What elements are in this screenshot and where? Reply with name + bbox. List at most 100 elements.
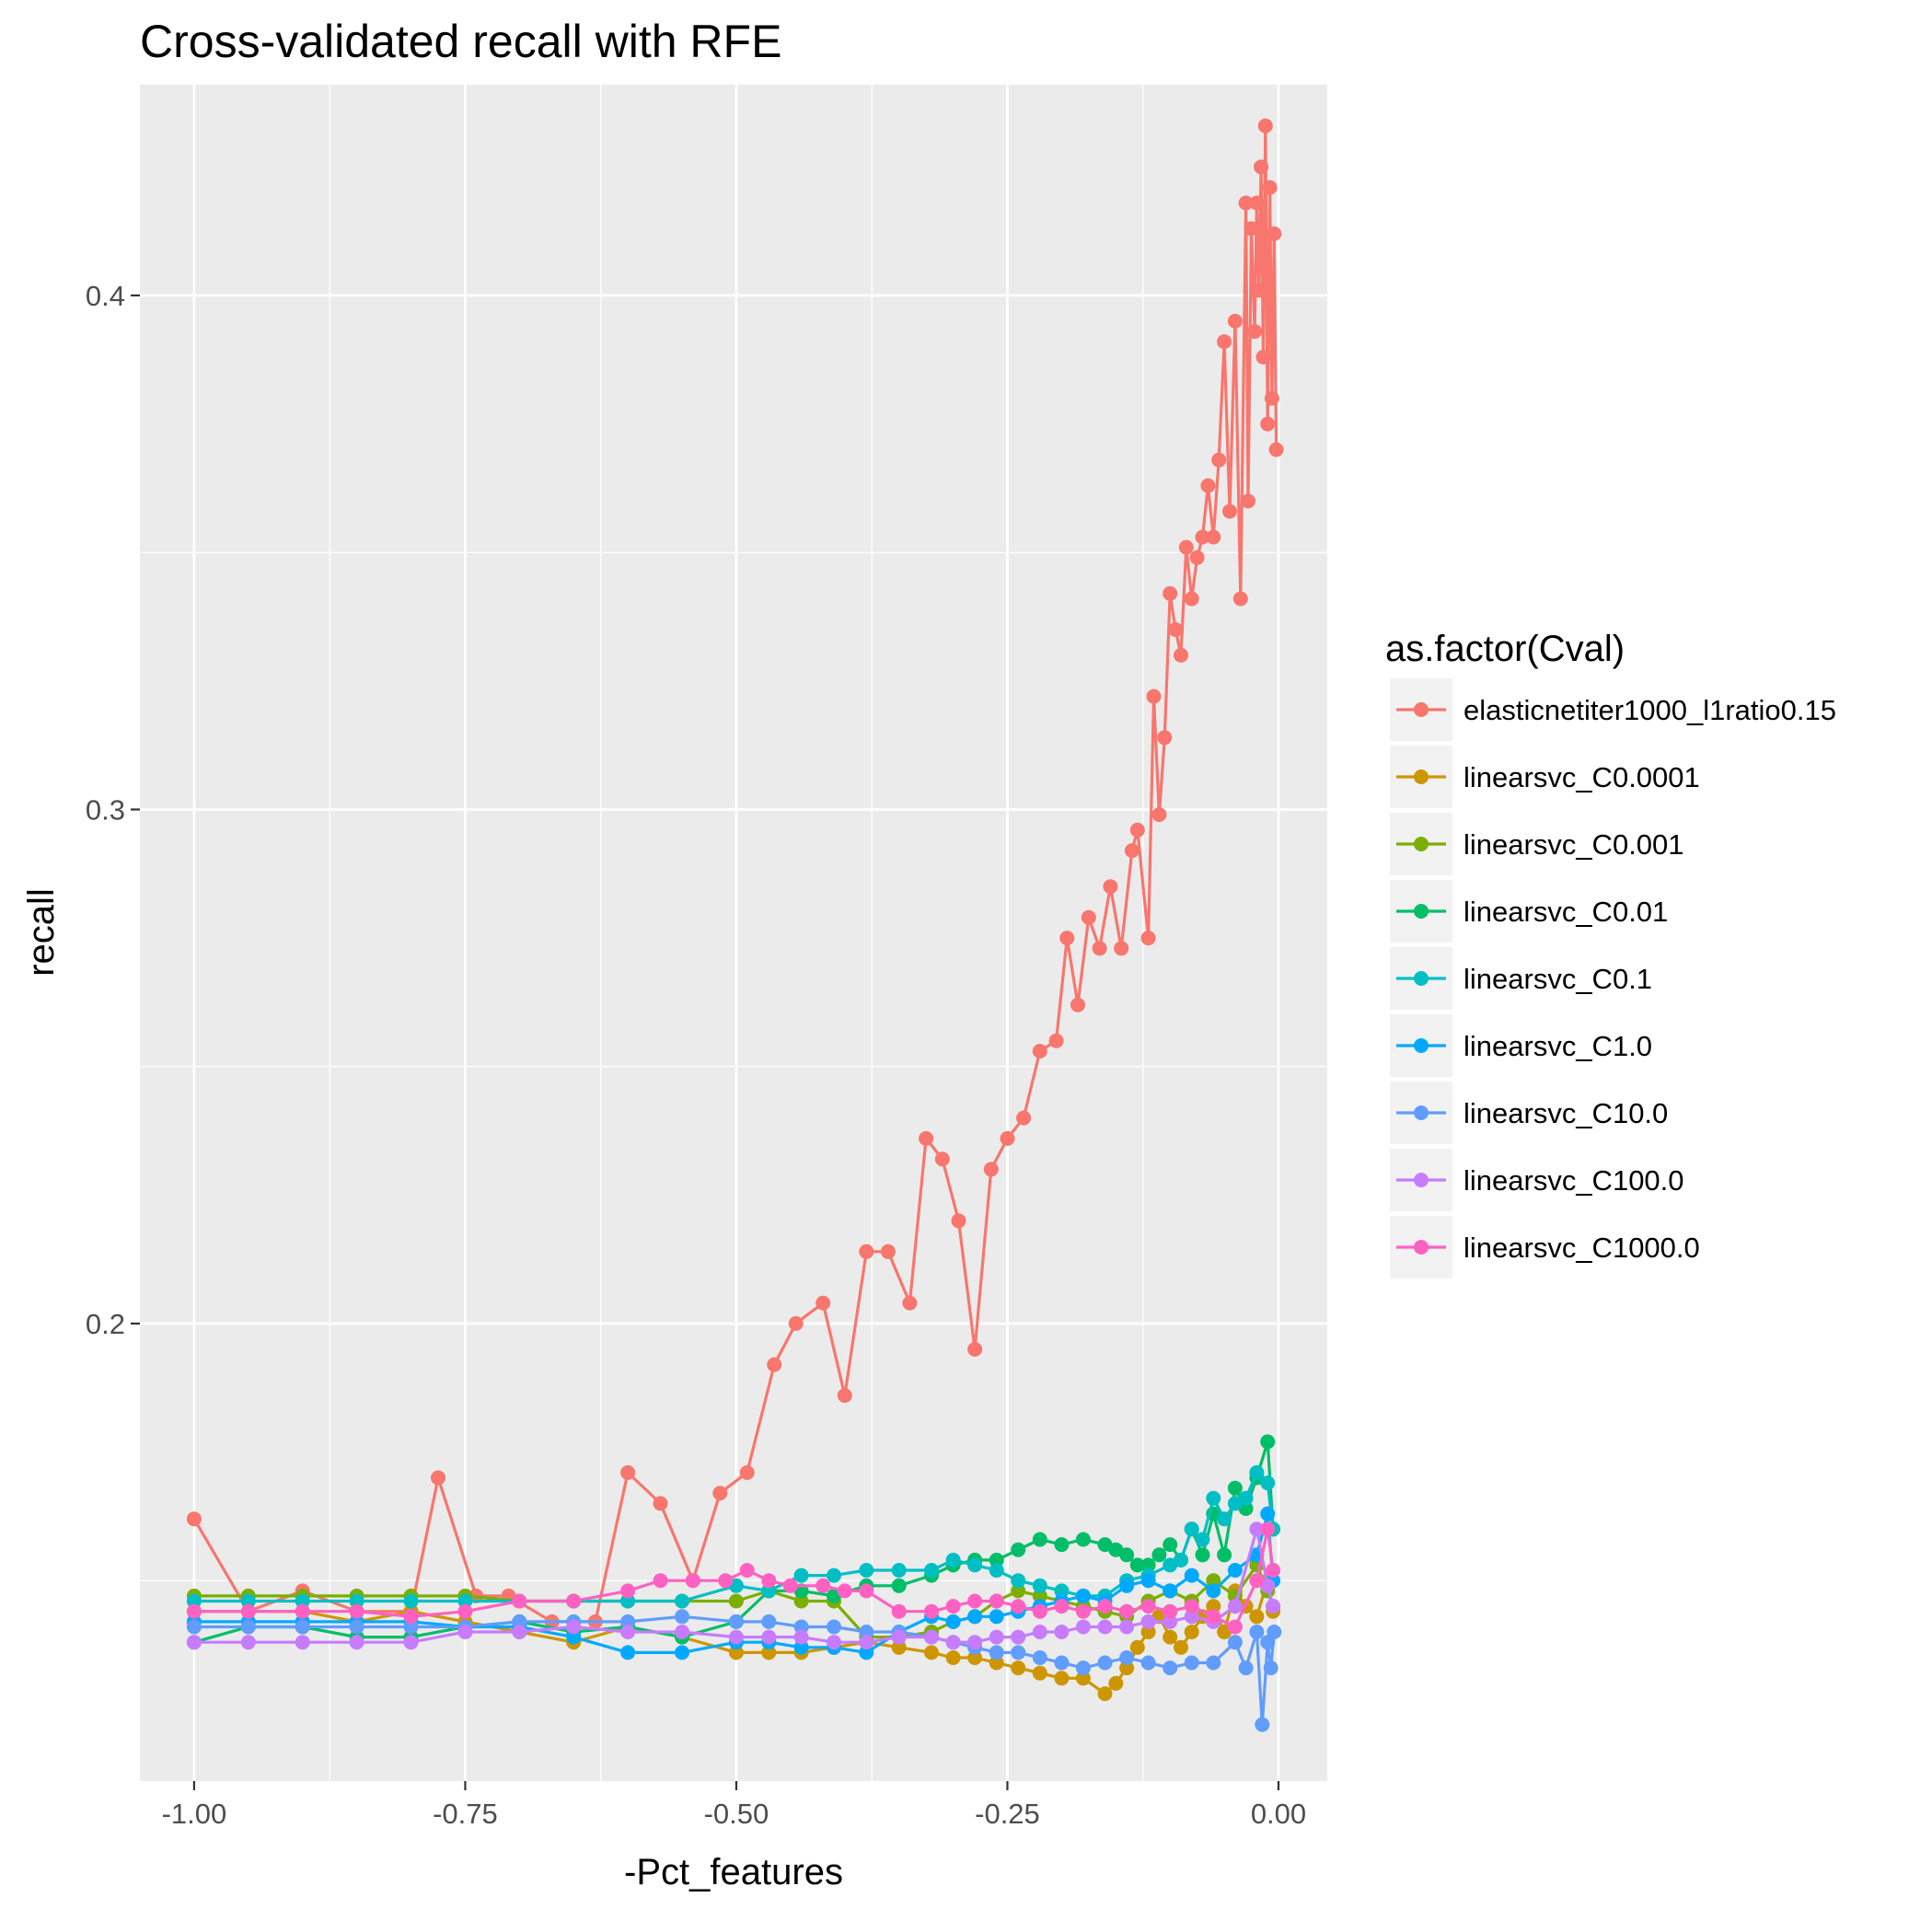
data-point (1163, 1614, 1178, 1629)
legend-item: linearsvc_C0.0001 (1390, 746, 1700, 808)
data-point (1097, 1655, 1113, 1671)
data-point (1151, 807, 1167, 822)
x-tick-label: -0.25 (975, 1798, 1040, 1830)
data-point (1081, 909, 1096, 925)
data-point (1222, 503, 1237, 519)
data-point (1255, 350, 1271, 364)
data-point (675, 1593, 689, 1609)
data-point (1211, 452, 1227, 468)
data-point (891, 1603, 907, 1619)
series-line (193, 1511, 1275, 1655)
data-point (1163, 1660, 1178, 1676)
data-point (186, 1635, 202, 1650)
data-point (620, 1583, 636, 1599)
data-point (295, 1619, 310, 1635)
data-point (1011, 1573, 1026, 1589)
data-point (1140, 1655, 1156, 1671)
data-point (837, 1583, 852, 1599)
data-point (1054, 1655, 1070, 1671)
data-point (1075, 1619, 1091, 1635)
y-tick-label: 0.3 (86, 793, 125, 826)
data-point (1119, 1660, 1135, 1676)
data-point (620, 1614, 636, 1629)
data-point (1227, 1635, 1243, 1650)
data-point (1184, 1625, 1199, 1639)
data-point (1032, 1532, 1047, 1547)
data-point (967, 1593, 983, 1609)
data-point (945, 1635, 961, 1650)
legend-key-point (1414, 904, 1429, 919)
data-point (1168, 622, 1184, 637)
data-point (880, 1244, 896, 1259)
x-tick-label: -1.00 (162, 1798, 227, 1830)
data-point (1075, 1671, 1091, 1686)
data-point (566, 1619, 582, 1635)
data-point (1097, 1599, 1113, 1614)
legend-label: linearsvc_C0.01 (1463, 896, 1668, 928)
data-point (1217, 334, 1232, 350)
data-point (728, 1614, 744, 1629)
data-point (1227, 1480, 1243, 1496)
data-point (827, 1635, 841, 1650)
data-point (240, 1635, 256, 1650)
data-point (1217, 1547, 1232, 1563)
data-point (1217, 1511, 1232, 1527)
chart-title: Cross-validated recall with RFE (140, 16, 781, 67)
data-point (186, 1619, 202, 1635)
data-point (951, 1213, 966, 1229)
data-point (1075, 1532, 1091, 1547)
data-point (989, 1645, 1004, 1660)
data-point (739, 1464, 755, 1480)
data-point (891, 1578, 907, 1593)
data-point (793, 1619, 809, 1635)
data-point (1011, 1660, 1026, 1676)
data-point (989, 1552, 1004, 1568)
data-point (1227, 1563, 1243, 1578)
data-point (1129, 822, 1145, 838)
data-point (1140, 1614, 1156, 1629)
series-4 (186, 1464, 1281, 1609)
data-point (761, 1645, 777, 1660)
data-point (1032, 1650, 1047, 1665)
data-point (1114, 941, 1129, 956)
data-point (653, 1496, 668, 1511)
data-point (1260, 416, 1276, 432)
data-point (739, 1563, 755, 1578)
data-point (1227, 1619, 1243, 1635)
data-point (967, 1557, 983, 1573)
data-point (945, 1650, 961, 1665)
data-point (1178, 539, 1194, 555)
data-point (1206, 1573, 1221, 1589)
data-point (1189, 550, 1205, 565)
data-point (1140, 1625, 1156, 1639)
data-point (1119, 1619, 1135, 1635)
legend-label: linearsvc_C1000.0 (1463, 1232, 1700, 1264)
data-point (989, 1629, 1004, 1645)
data-point (1163, 1629, 1178, 1645)
data-point (675, 1625, 689, 1639)
data-point (924, 1603, 939, 1619)
data-point (1092, 941, 1107, 956)
data-point (1140, 1599, 1156, 1614)
data-point (945, 1599, 961, 1614)
data-point (1151, 1547, 1167, 1563)
data-point (1124, 843, 1140, 859)
data-point (512, 1625, 527, 1639)
data-point (1264, 390, 1279, 406)
data-point (1146, 688, 1162, 704)
data-point (1140, 931, 1156, 946)
series-0 (186, 118, 1284, 1629)
data-point (1184, 1521, 1199, 1537)
data-point (816, 1578, 831, 1593)
data-point (566, 1629, 582, 1645)
data-point (620, 1645, 636, 1660)
data-point (1032, 1665, 1047, 1681)
data-point (1249, 1464, 1265, 1480)
data-point (457, 1603, 473, 1619)
data-point (967, 1609, 983, 1625)
data-point (1163, 1537, 1178, 1553)
data-point (240, 1603, 256, 1619)
data-point (512, 1614, 527, 1629)
data-point (983, 1162, 999, 1177)
